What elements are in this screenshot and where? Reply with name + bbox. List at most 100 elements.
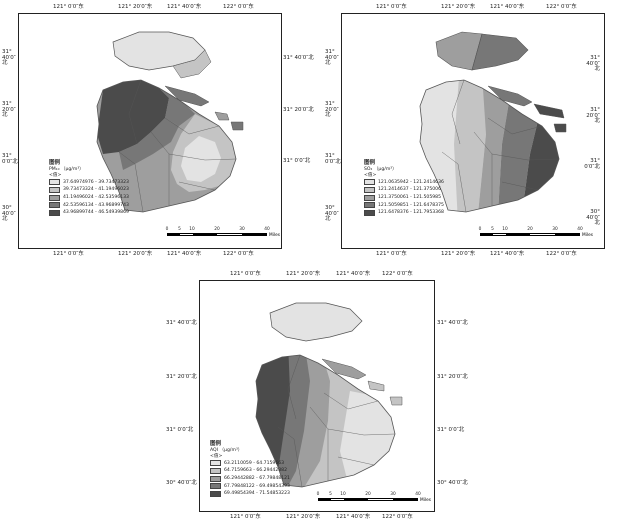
aqi-right-tick-2: 31° 20′0″北 — [437, 374, 468, 380]
aqi-map-canvas — [255, 302, 403, 488]
scale-tick: 30 — [390, 492, 396, 497]
aqi-chongming-island — [269, 302, 363, 342]
scale-tick: 5 — [329, 492, 332, 497]
pm10-left-tick-2: 31° 20′0″北 — [2, 101, 16, 118]
legend-class-label: 42.53596134 - 43.96899743 — [63, 202, 129, 208]
so2-map-canvas — [419, 31, 567, 213]
so2-legend: 图例 SO₂ （μg/m³） <值> 121.0635942 - 121.241… — [364, 160, 444, 216]
map-panel-so2: 121° 0′0″东 121° 20′0″东 121° 40′0″东 122° … — [325, 4, 605, 257]
legend-swatch — [49, 187, 60, 194]
legend-class-label: 121.0635942 - 121.2414636 — [378, 179, 444, 185]
aqi-left-tick-2: 31° 20′0″北 — [166, 374, 197, 380]
aqi-district-boundaries — [277, 354, 396, 488]
so2-right-tick-1: 31° 40′0″北 — [586, 55, 600, 72]
aqi-bottom-tick-4: 122° 0′0″东 — [382, 514, 413, 520]
legend-class-label: 121.5059851 - 121.6478375 — [378, 202, 444, 208]
legend-swatch — [364, 194, 375, 201]
scale-tick: 40 — [264, 227, 270, 232]
pm10-legend-row-2: 39.73473324 - 41.19496023 — [49, 187, 129, 194]
pm10-top-tick-3: 121° 40′0″东 — [167, 4, 202, 10]
legend-swatch — [210, 468, 221, 475]
pm10-bottom-tick-2: 121° 20′0″东 — [118, 251, 153, 257]
so2-legend-row-2: 121.2414637 - 121.375006 — [364, 187, 444, 194]
pm10-zone-class4-central — [119, 118, 179, 170]
legend-swatch — [49, 194, 60, 201]
legend-class-label: 63.2110059 - 64.7159663 — [224, 460, 285, 466]
scale-tick: 20 — [527, 227, 533, 232]
legend-class-label: 39.73473324 - 41.19496023 — [63, 187, 129, 193]
scale-tick: 30 — [552, 227, 558, 232]
pm10-scale-bar: 0 5 10 20 30 40 Miles — [166, 227, 280, 239]
pm10-zone-class4-north — [159, 88, 195, 126]
legend-swatch — [364, 187, 375, 194]
pm10-jiuduansha — [230, 121, 244, 131]
legend-swatch — [49, 209, 60, 216]
scale-bar-numbers: 0 5 10 20 30 40 — [478, 227, 583, 233]
aqi-left-tick-3: 31° 0′0″北 — [166, 427, 194, 433]
legend-swatch — [210, 460, 221, 467]
pm10-right-tick-2: 31° 20′0″北 — [283, 107, 314, 113]
so2-top-tick-3: 121° 40′0″东 — [490, 4, 525, 10]
pm10-left-tick-1: 31° 40′0″北 — [2, 49, 16, 66]
aqi-changxing-island — [321, 358, 367, 380]
aqi-bottom-tick-1: 121° 0′0″东 — [230, 514, 261, 520]
aqi-legend-row-1: 63.2110059 - 64.7159663 — [210, 460, 290, 467]
aqi-right-tick-3: 31° 0′0″北 — [437, 427, 465, 433]
pm10-bottom-tick-4: 122° 0′0″东 — [223, 251, 254, 257]
scale-tick: 40 — [415, 492, 421, 497]
aqi-legend-row-3: 66.29442882 - 67.79848121 — [210, 475, 290, 482]
scale-bar-numbers: 0 5 10 20 30 40 — [316, 492, 421, 498]
aqi-city-outline — [255, 354, 396, 488]
scale-tick: 30 — [239, 227, 245, 232]
scale-tick: 20 — [365, 492, 371, 497]
pm10-left-tick-3: 31° 0′0″北 — [2, 153, 18, 165]
pm10-bottom-tick-3: 121° 40′0″东 — [167, 251, 202, 257]
pm10-legend-row-3: 41.19496024 - 42.53596133 — [49, 194, 129, 201]
scale-bar-numbers: 0 5 10 20 30 40 — [166, 227, 270, 233]
scale-tick: 20 — [214, 227, 220, 232]
aqi-bottom-tick-2: 121° 20′0″东 — [286, 514, 321, 520]
scale-tick: 10 — [502, 227, 508, 232]
aqi-legend: 图例 AQI （μg/m³） <值> 63.2110059 - 64.71596… — [210, 441, 290, 497]
aqi-right-tick-4: 30° 40′0″北 — [437, 480, 468, 486]
legend-class-label: 121.6478376 - 121.7953368 — [378, 210, 444, 216]
pm10-zone-class5 — [97, 80, 169, 154]
legend-swatch — [364, 209, 375, 216]
scale-tick: 0 — [478, 227, 482, 232]
scale-bar-segments — [167, 233, 267, 236]
legend-class-label: 43.96899744 - 46.54939869 — [63, 210, 129, 216]
scale-tick: 0 — [316, 492, 320, 497]
so2-legend-variable: SO₂ （μg/m³） — [364, 167, 397, 173]
aqi-legend-value-label: <值> — [210, 453, 223, 459]
so2-district-boundaries — [441, 79, 560, 213]
so2-left-tick-3: 31° 0′0″北 — [325, 153, 341, 165]
scale-bar-segments — [480, 233, 580, 236]
legend-swatch — [49, 179, 60, 186]
so2-top-tick-4: 122° 0′0″东 — [546, 4, 577, 10]
aqi-top-tick-4: 122° 0′0″东 — [382, 271, 413, 277]
pm10-district-boundaries — [118, 79, 237, 213]
so2-legend-row-4: 121.5059851 - 121.6478375 — [364, 202, 444, 209]
aqi-legend-row-2: 64.7159663 - 66.29442882 — [210, 468, 290, 475]
so2-zone-class2 — [454, 80, 492, 212]
pm10-top-tick-4: 122° 0′0″东 — [223, 4, 254, 10]
legend-class-label: 67.79848122 - 69.49854393 — [224, 483, 290, 489]
so2-legend-value-label: <值> — [364, 172, 377, 178]
aqi-legend-row-5: 69.49854394 - 71.54853223 — [210, 490, 290, 497]
aqi-left-tick-1: 31° 40′0″北 — [166, 320, 197, 326]
so2-legend-row-1: 121.0635942 - 121.2414636 — [364, 179, 444, 186]
pm10-bottom-tick-1: 121° 0′0″东 — [53, 251, 84, 257]
so2-city-outline — [419, 79, 560, 213]
aqi-legend-title: 图例 — [210, 441, 222, 447]
pm10-legend-row-1: 37.64974976 - 39.73473323 — [49, 179, 129, 186]
scale-bar-segments — [318, 498, 418, 501]
so2-right-tick-4: 30° 40′0″北 — [586, 209, 600, 226]
legend-swatch — [49, 202, 60, 209]
pm10-legend-title: 图例 — [49, 160, 61, 166]
pm10-right-tick-1: 31° 40′0″北 — [283, 55, 314, 61]
scale-tick: 10 — [189, 227, 195, 232]
scale-tick: 10 — [340, 492, 346, 497]
pm10-zone-class1 — [181, 136, 221, 182]
legend-class-label: 66.29442882 - 67.79848121 — [224, 476, 290, 482]
pm10-legend-row-5: 43.96899744 - 46.54939869 — [49, 209, 129, 216]
